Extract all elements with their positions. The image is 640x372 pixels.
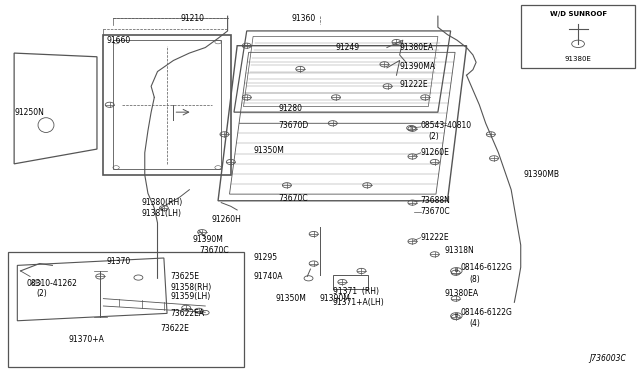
Text: 91381(LH): 91381(LH): [141, 209, 182, 218]
Bar: [8, 253, 244, 367]
Text: 73622E: 73622E: [161, 324, 189, 333]
Text: 91390M: 91390M: [193, 235, 223, 244]
Text: S: S: [410, 126, 412, 130]
Text: 73670C: 73670C: [420, 207, 451, 217]
Text: 91380EA: 91380EA: [399, 43, 434, 52]
Text: 91380(RH): 91380(RH): [141, 198, 183, 207]
Text: W/D SUNROOF: W/D SUNROOF: [550, 11, 607, 17]
Text: 08543-40810: 08543-40810: [420, 121, 472, 129]
Text: (4): (4): [470, 319, 481, 328]
Text: 91260E: 91260E: [420, 148, 449, 157]
Bar: [333, 275, 368, 289]
Text: (8): (8): [470, 275, 481, 283]
Text: 91371+A(LH): 91371+A(LH): [333, 298, 385, 307]
Text: 91390MA: 91390MA: [399, 61, 436, 71]
Text: 91350M: 91350M: [253, 147, 284, 155]
Text: 73670C: 73670C: [199, 246, 228, 255]
Bar: [521, 5, 636, 68]
Text: 91222E: 91222E: [420, 233, 449, 242]
Text: 91222E: 91222E: [399, 80, 428, 89]
Text: 73688N: 73688N: [420, 196, 451, 205]
Text: 73625E: 73625E: [170, 272, 199, 281]
Text: (2): (2): [36, 289, 47, 298]
Text: S: S: [35, 281, 38, 285]
Text: B: B: [454, 269, 458, 273]
Text: 91358(RH): 91358(RH): [170, 283, 211, 292]
Text: 91260H: 91260H: [212, 215, 241, 224]
Text: 73670D: 73670D: [278, 121, 309, 129]
Text: 91380EA: 91380EA: [444, 289, 478, 298]
Text: J736003C: J736003C: [589, 354, 626, 363]
Text: 91249: 91249: [336, 43, 360, 52]
Text: 91295: 91295: [253, 253, 277, 263]
Text: 91360: 91360: [291, 13, 316, 22]
Text: 91370+A: 91370+A: [68, 335, 104, 344]
Text: 08310-41262: 08310-41262: [27, 279, 77, 288]
Text: 91359(LH): 91359(LH): [170, 292, 211, 301]
Text: 91660: 91660: [106, 36, 131, 45]
Text: B: B: [454, 314, 458, 318]
Text: 91280: 91280: [278, 104, 303, 113]
Text: 91390MB: 91390MB: [524, 170, 560, 179]
Text: 91371  (RH): 91371 (RH): [333, 287, 379, 296]
Text: 91740A: 91740A: [253, 272, 283, 281]
Text: (2): (2): [428, 132, 439, 141]
Text: 91390M: 91390M: [320, 294, 351, 303]
Text: 73622EA: 73622EA: [170, 309, 204, 318]
Text: 91318N: 91318N: [444, 246, 474, 255]
Text: 91380E: 91380E: [564, 56, 591, 62]
Text: 91250N: 91250N: [14, 108, 44, 117]
Text: 08146-6122G: 08146-6122G: [460, 263, 512, 272]
Text: 08146-6122G: 08146-6122G: [460, 308, 512, 317]
Text: 73670C: 73670C: [278, 195, 308, 203]
Text: 91370: 91370: [106, 257, 131, 266]
Text: 91210: 91210: [180, 13, 205, 22]
Text: 91350M: 91350M: [275, 294, 307, 303]
